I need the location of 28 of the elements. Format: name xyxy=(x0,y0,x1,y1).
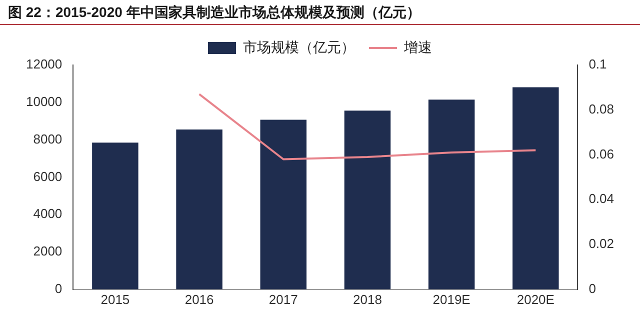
y-tick-label: 2000 xyxy=(33,244,62,259)
bar xyxy=(344,110,391,290)
y-tick-label: 0 xyxy=(54,280,62,296)
y-tick-label: 10000 xyxy=(26,94,62,109)
y2-tick-label: 0.06 xyxy=(588,146,614,162)
legend-label: 市场规模（亿元） xyxy=(243,38,355,55)
y2-tick-label: 0.02 xyxy=(588,236,614,252)
y-tick-label: 4000 xyxy=(33,206,62,222)
x-tick-label: 2019E xyxy=(432,292,471,307)
bar xyxy=(176,130,222,290)
legend-label: 增速 xyxy=(403,38,432,55)
y-tick-label: 12000 xyxy=(26,56,62,72)
y2-tick-label: 0.1 xyxy=(588,56,607,72)
y2-tick-label: 0.08 xyxy=(588,101,614,116)
x-tick-label: 2015 xyxy=(100,292,130,307)
y2-tick-label: 0 xyxy=(588,280,596,296)
x-tick-label: 2017 xyxy=(268,292,298,307)
bar xyxy=(92,142,138,290)
bar xyxy=(512,87,559,290)
y2-tick-label: 0.04 xyxy=(588,191,614,206)
bar xyxy=(260,120,307,290)
chart-title: 图 22：2015-2020 年中国家具制造业市场总体规模及预测（亿元） xyxy=(0,0,640,25)
bar xyxy=(428,100,475,290)
x-tick-label: 2020E xyxy=(516,292,555,307)
x-tick-label: 2018 xyxy=(353,292,382,307)
y-tick-label: 8000 xyxy=(33,131,62,146)
y-tick-label: 6000 xyxy=(33,168,62,184)
x-tick-label: 2016 xyxy=(184,292,214,307)
